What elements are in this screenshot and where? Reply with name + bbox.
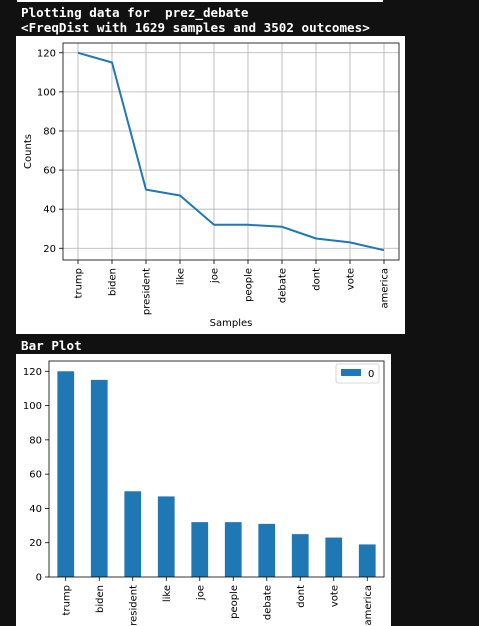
- top-divider: [17, 0, 383, 2]
- y-tick-label: 0: [36, 573, 42, 584]
- bar-vote: [325, 537, 343, 577]
- x-tick-label: america: [380, 268, 391, 309]
- bar-dont: [291, 534, 309, 577]
- x-tick-label: president: [128, 585, 139, 626]
- x-tick-label: people: [244, 268, 255, 302]
- y-axis-label: Counts: [23, 134, 34, 169]
- x-tick-label: joe: [195, 585, 206, 601]
- x-tick-label: debate: [278, 268, 289, 303]
- bar-president: [124, 491, 142, 577]
- x-tick-label: vote: [329, 585, 340, 607]
- y-tick-label: 120: [37, 48, 56, 59]
- x-tick-label: president: [142, 268, 153, 315]
- x-tick-label: debate: [262, 585, 273, 620]
- x-tick-label: vote: [346, 268, 357, 290]
- output-line-2: <FreqDist with 1629 samples and 3502 out…: [21, 20, 370, 35]
- bar-trump: [57, 371, 75, 577]
- x-tick-label: america: [363, 585, 374, 626]
- x-tick-label: dont: [312, 268, 323, 291]
- x-tick-label: trump: [61, 585, 72, 615]
- y-tick-label: 40: [43, 205, 56, 216]
- output-line-1: Plotting data for prez_debate: [21, 5, 249, 20]
- y-tick-label: 100: [37, 87, 56, 98]
- x-tick-label: trump: [74, 268, 85, 298]
- y-tick-label: 40: [29, 504, 42, 515]
- x-tick-label: biden: [108, 268, 119, 296]
- bar-chart-panel: 0 20 40 60 80 100 120 trump biden president like j…: [16, 354, 391, 626]
- bar-people: [224, 522, 242, 577]
- x-tick-label: joe: [210, 268, 221, 284]
- bar-joe: [191, 522, 209, 577]
- y-tick-label: 80: [29, 435, 42, 446]
- y-tick-label: 60: [29, 470, 42, 481]
- x-tick-label: biden: [95, 585, 106, 613]
- bar-debate: [258, 523, 276, 577]
- x-tick-label: like: [176, 268, 187, 285]
- legend: 0: [335, 363, 380, 384]
- y-tick-label: 80: [43, 126, 56, 137]
- legend-swatch: [341, 369, 361, 376]
- x-tick-label: dont: [296, 585, 307, 608]
- legend-label: 0: [368, 369, 374, 380]
- x-tick-label: people: [229, 585, 240, 619]
- bar-america: [358, 544, 376, 577]
- bar-plot-heading: Bar Plot: [21, 338, 82, 353]
- y-tick-label: 20: [43, 244, 56, 255]
- x-tick-label: like: [162, 585, 173, 602]
- y-tick-label: 100: [23, 401, 42, 412]
- bar-biden: [90, 379, 108, 577]
- y-tick-label: 120: [23, 367, 42, 378]
- line-chart: 20 40 60 80 100 120 trump biden president like jo…: [23, 42, 400, 329]
- bar-like: [157, 496, 175, 577]
- y-tick-label: 20: [29, 538, 42, 549]
- x-axis-label: Samples: [210, 318, 253, 329]
- bar-chart: 0 20 40 60 80 100 120 trump biden president like j…: [23, 360, 385, 626]
- y-tick-label: 60: [43, 166, 56, 177]
- line-chart-panel: 20 40 60 80 100 120 trump biden president like jo…: [16, 36, 405, 334]
- series-line: [77, 51, 385, 252]
